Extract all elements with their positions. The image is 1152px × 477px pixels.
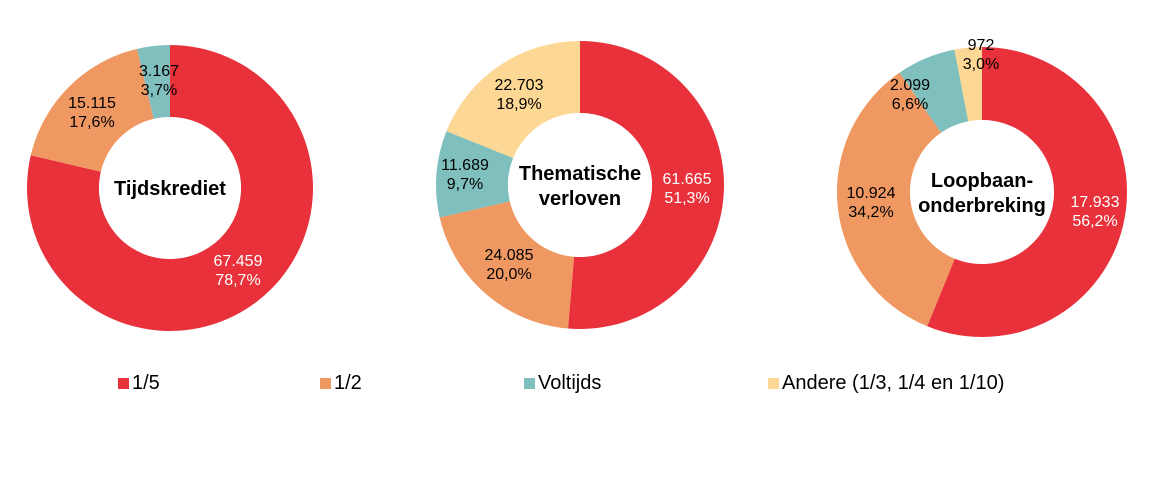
legend-item-voltijds: Voltijds	[524, 372, 601, 395]
segment-data-label: 15.115 17,6%	[68, 95, 116, 131]
donut-segment	[446, 41, 580, 159]
donut-center-title: Tijdskrediet	[114, 178, 226, 200]
donut-segment	[899, 49, 969, 133]
donut-segment	[439, 201, 575, 329]
segment-data-label: 972 3,0%	[963, 37, 999, 73]
segment-data-label: 24.085 20,0%	[485, 247, 534, 283]
donut-segment	[436, 131, 514, 218]
legend-swatch-teal	[524, 378, 535, 389]
segment-data-label: 67.459 78,7%	[214, 253, 263, 289]
legend-item-andere: Andere (1/3, 1/4 en 1/10)	[768, 372, 1004, 395]
legend-label: Voltijds	[538, 372, 602, 394]
segment-data-label: 3.167 3,7%	[139, 63, 179, 99]
donut-loopbaan-onderbreking: 17.933 56,2% 10.924 34,2% 2.099 6,6% 972 3,0% Lo…	[836, 37, 1127, 337]
donut-hole	[508, 113, 652, 257]
donut-segment	[568, 41, 724, 330]
donut-segment	[954, 47, 982, 122]
donut-segment	[927, 47, 1127, 337]
segment-data-label: 2.099 6,6%	[890, 77, 930, 113]
legend-label: Andere (1/3, 1/4 en 1/10)	[782, 372, 1005, 394]
donut-thematische-verloven: 61.665 51,3% 24.085 20,0% 11.689 9,7% 22.703 18…	[436, 41, 724, 330]
legend-item-1-2: 1/2	[320, 372, 362, 395]
segment-data-label: 61.665 51,3%	[663, 171, 712, 207]
legend-swatch-yellow	[768, 378, 779, 389]
donut-center-title: Loopbaan-onderbreking	[918, 170, 1046, 217]
legend-swatch-orange	[320, 378, 331, 389]
donut-segment	[27, 45, 314, 332]
segment-data-label: 22.703 18,9%	[495, 77, 544, 113]
chart-legend: 1/5 1/2 Voltijds Andere (1/3, 1/4 en 1/1…	[0, 372, 1152, 398]
legend-swatch-red	[118, 378, 129, 389]
segment-data-label: 17.933 56,2%	[1071, 194, 1120, 230]
segment-data-label: 10.924 34,2%	[847, 185, 896, 221]
legend-label: 1/5	[132, 372, 160, 394]
donut-segment	[137, 45, 170, 119]
donut-hole	[910, 120, 1054, 264]
donut-hole	[99, 117, 241, 259]
donut-segment	[30, 48, 154, 172]
legend-label: 1/2	[334, 372, 362, 394]
donut-charts: 67.459 78,7% 15.115 17,6% 3.167 3,7% Tijdskred…	[27, 37, 1127, 337]
segment-data-label: 11.689 9,7%	[441, 157, 489, 193]
donut-center-title: Thematische verloven	[519, 163, 641, 210]
legend-item-1-5: 1/5	[118, 372, 160, 395]
donut-segment	[836, 72, 955, 327]
donut-tijdskrediet: 67.459 78,7% 15.115 17,6% 3.167 3,7% Tijdskred…	[27, 45, 314, 332]
